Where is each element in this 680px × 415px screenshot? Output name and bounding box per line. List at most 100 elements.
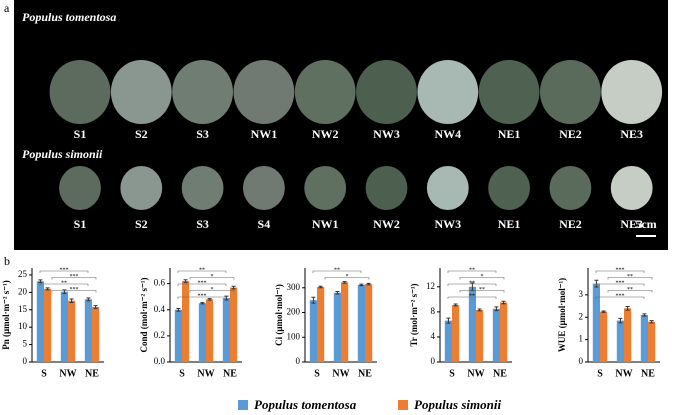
significance-label: ** xyxy=(61,280,67,286)
error-bar xyxy=(446,317,451,324)
legend-swatch xyxy=(238,400,248,410)
significance-bracket xyxy=(189,277,235,280)
leaf-label: NW4 xyxy=(434,127,461,141)
y-axis-label: Pn (μmol·m⁻² s⁻¹) xyxy=(1,280,11,350)
y-tick-label: 0.4 xyxy=(154,304,166,314)
leaf xyxy=(426,166,469,210)
significance-bracket xyxy=(459,277,505,280)
leaf-label: S1 xyxy=(74,217,87,231)
scale-label: 5cm xyxy=(635,217,656,231)
error-bar xyxy=(318,285,323,289)
panel-label: b xyxy=(4,254,10,268)
leaf xyxy=(488,166,530,210)
error-bar xyxy=(335,291,340,295)
significance-label: ** xyxy=(469,280,475,286)
y-tick-label: 0 xyxy=(23,356,28,366)
leaf-label: S3 xyxy=(196,127,209,141)
significance-bracket xyxy=(607,277,653,280)
error-bar xyxy=(501,300,506,305)
y-tick-label: 2 xyxy=(579,311,584,321)
y-tick-label: 10 xyxy=(18,321,28,331)
y-tick-label: 0 xyxy=(579,356,584,366)
leaf-label: NE1 xyxy=(498,127,521,141)
significance-bracket xyxy=(177,270,227,273)
error-bar xyxy=(231,285,236,290)
significance-label: *** xyxy=(616,280,625,286)
y-tick-label: 0.0 xyxy=(154,356,166,366)
significance-label: ** xyxy=(469,293,475,299)
leaf-label: S2 xyxy=(135,127,148,141)
bar xyxy=(592,283,600,362)
y-tick-label: 0 xyxy=(431,356,436,366)
y-tick-label: 25 xyxy=(18,269,28,279)
x-tick-label: S xyxy=(449,368,455,379)
y-tick-label: 0 xyxy=(296,356,301,366)
y-tick-label: 4 xyxy=(431,331,436,341)
bar xyxy=(452,304,460,362)
significance-bracket xyxy=(51,277,97,280)
leaf-label: NE3 xyxy=(620,217,643,231)
legend-label: Populus tomentosa xyxy=(254,397,357,412)
y-axis-label: Cond (mol·m⁻² s⁻¹) xyxy=(139,278,149,353)
leaf xyxy=(49,60,111,124)
bar xyxy=(492,308,500,362)
leaf xyxy=(610,166,653,210)
y-tick-label: 300 xyxy=(287,282,301,292)
y-tick-label: 100 xyxy=(287,331,301,341)
error-bar xyxy=(359,283,364,287)
error-bar xyxy=(93,305,98,309)
y-axis-label: Ci (μmol·mol⁻¹) xyxy=(274,284,284,346)
significance-label: *** xyxy=(70,287,79,293)
x-tick-label: NE xyxy=(493,368,507,379)
leaf-label: NE1 xyxy=(498,217,521,231)
significance-bracket xyxy=(595,296,645,299)
y-tick-label: 0.6 xyxy=(154,278,166,288)
bar xyxy=(500,302,508,362)
y-tick-label: 8 xyxy=(431,306,436,316)
leaf-label: NW1 xyxy=(251,127,278,141)
significance-bracket xyxy=(595,283,645,286)
leaf xyxy=(243,166,285,210)
error-bar xyxy=(618,317,623,324)
x-tick-label: NE xyxy=(358,368,372,379)
bar xyxy=(174,309,182,362)
leaf xyxy=(417,60,479,124)
bar xyxy=(624,308,632,362)
leaf-label: NE2 xyxy=(559,217,582,231)
error-bar xyxy=(207,298,212,301)
x-tick-label: NW xyxy=(332,368,349,379)
error-bar xyxy=(311,296,316,304)
error-bar xyxy=(477,308,482,312)
bar xyxy=(36,281,44,362)
x-tick-label: S xyxy=(41,368,47,379)
bar xyxy=(230,287,238,362)
significance-bracket xyxy=(447,283,497,286)
bar xyxy=(600,311,608,362)
error-bar xyxy=(601,310,606,313)
leaf xyxy=(172,60,234,124)
leaf-label: S3 xyxy=(196,217,209,231)
leaf xyxy=(478,60,540,124)
x-tick-label: S xyxy=(597,368,603,379)
x-tick-label: NW xyxy=(615,368,632,379)
significance-label: ** xyxy=(627,274,633,280)
leaf xyxy=(294,60,356,124)
significance-bracket xyxy=(459,290,505,293)
bar xyxy=(476,309,484,362)
significance-label: *** xyxy=(198,280,207,286)
significance-bracket xyxy=(607,290,653,293)
leaf xyxy=(120,166,163,210)
significance-label: ** xyxy=(627,287,633,293)
significance-label: * xyxy=(211,274,214,280)
significance-label: *** xyxy=(60,267,69,273)
leaf xyxy=(181,166,224,210)
significance-bracket xyxy=(189,290,235,293)
significance-bracket xyxy=(51,290,97,293)
leaf-label: NW3 xyxy=(373,127,400,141)
leaf-label: S2 xyxy=(135,217,148,231)
bar xyxy=(365,284,373,362)
leaf-label: NW3 xyxy=(434,217,461,231)
error-bar xyxy=(224,295,229,301)
y-axis-label: WUE (μmol·mol⁻¹) xyxy=(557,278,567,352)
leaf xyxy=(365,166,408,210)
